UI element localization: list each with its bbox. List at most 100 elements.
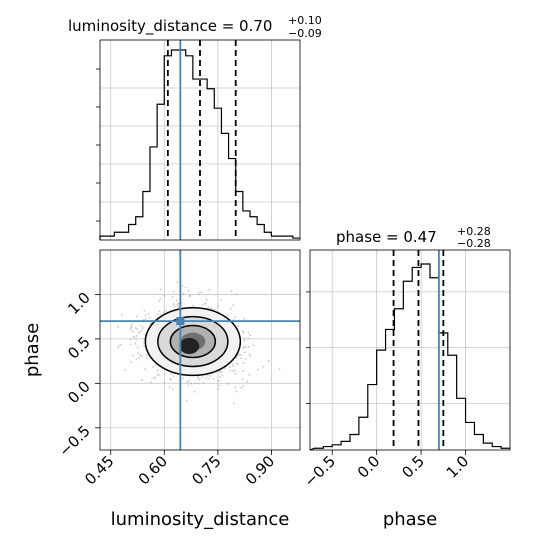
sample-point [226, 313, 229, 316]
sample-point [220, 299, 223, 301]
sample-point [230, 290, 233, 293]
sample-point [140, 325, 143, 328]
sample-point [117, 325, 120, 328]
sample-point [234, 316, 236, 318]
sample-point [220, 372, 223, 374]
sample-point [137, 357, 140, 360]
sample-point [188, 290, 190, 293]
sample-point [240, 354, 243, 356]
sample-point [240, 386, 243, 389]
title-luminosity-distance-lower: −0.09 [288, 27, 322, 40]
x-tick-label: −0.5 [301, 452, 339, 490]
sample-point [200, 291, 203, 294]
sample-point [177, 302, 180, 305]
sample-point [144, 314, 147, 317]
sample-point [182, 293, 185, 296]
sample-point [163, 381, 166, 384]
sample-point [246, 380, 249, 383]
sample-point [252, 344, 255, 347]
sample-point [209, 375, 212, 377]
sample-point [158, 310, 161, 313]
sample-point [117, 346, 119, 349]
sample-point [141, 378, 143, 381]
sample-point [227, 383, 230, 385]
sample-point [207, 306, 210, 309]
sample-point [145, 357, 148, 359]
sample-point [154, 364, 157, 367]
sample-point [212, 378, 215, 380]
title-phase-lower: −0.28 [457, 237, 491, 250]
sample-point [210, 307, 213, 309]
x-axis-label-luminosity-distance: luminosity_distance [111, 509, 290, 530]
x-tick-label: 0.5 [398, 452, 428, 482]
sample-point [237, 325, 240, 327]
sample-point [177, 305, 180, 308]
sample-point [243, 337, 246, 340]
sample-point [218, 384, 221, 387]
sample-point [232, 402, 235, 405]
sample-point [205, 377, 207, 380]
sample-point [245, 346, 247, 348]
sample-point [236, 363, 238, 365]
density-layer [100, 250, 300, 450]
sample-point [182, 377, 185, 380]
y-tick-label: 0.5 [64, 333, 94, 363]
sample-point [170, 373, 173, 375]
sample-point [129, 338, 132, 341]
sample-point [236, 362, 239, 365]
sample-point [156, 369, 159, 372]
sample-point [242, 385, 245, 387]
sample-point [242, 347, 245, 349]
sample-point [243, 339, 246, 342]
sample-point [156, 313, 159, 315]
sample-point [267, 359, 270, 362]
sample-point [140, 329, 143, 332]
sample-point [188, 295, 191, 298]
sample-point [217, 379, 220, 382]
sample-point [185, 399, 188, 402]
sample-point [133, 335, 136, 338]
sample-point [205, 298, 208, 301]
sample-point [175, 299, 178, 302]
sample-point [169, 377, 172, 380]
hist1-step [99, 49, 300, 240]
sample-point [152, 377, 155, 380]
sample-point [135, 338, 137, 340]
sample-point [124, 369, 127, 371]
sample-point [130, 361, 132, 363]
sample-point [232, 304, 235, 306]
sample-point [190, 382, 193, 385]
sample-point [278, 368, 281, 370]
sample-point [171, 296, 174, 298]
sample-point [249, 355, 252, 357]
sample-point [136, 346, 139, 349]
sample-point [132, 330, 134, 333]
panel-luminosity-distance-hist: luminosity_distance = 0.70 +0.10 −0.09 [68, 14, 322, 241]
sample-point [224, 367, 226, 370]
sample-point [158, 300, 161, 302]
sample-point [235, 390, 238, 393]
sample-point [159, 298, 162, 300]
sample-point [247, 331, 250, 334]
sample-point [244, 357, 247, 360]
sample-point [159, 313, 162, 316]
sample-point [151, 366, 154, 369]
y-tick-label: −0.5 [55, 422, 93, 460]
title-phase: phase = 0.47 [336, 228, 437, 246]
sample-point [194, 382, 196, 385]
x-tick-label: 0.45 [81, 452, 117, 488]
sample-point [238, 353, 241, 356]
title-phase-upper: +0.28 [457, 225, 491, 238]
sample-point [242, 362, 245, 365]
sample-point [192, 305, 195, 307]
sample-point [136, 315, 138, 318]
sample-point [196, 376, 199, 378]
sample-point [243, 351, 246, 354]
sample-point [135, 358, 138, 361]
sample-point [234, 369, 237, 372]
sample-point [136, 328, 139, 330]
sample-point [219, 376, 222, 379]
sample-point [144, 318, 147, 320]
sample-point [201, 304, 204, 306]
sample-point [172, 303, 175, 306]
